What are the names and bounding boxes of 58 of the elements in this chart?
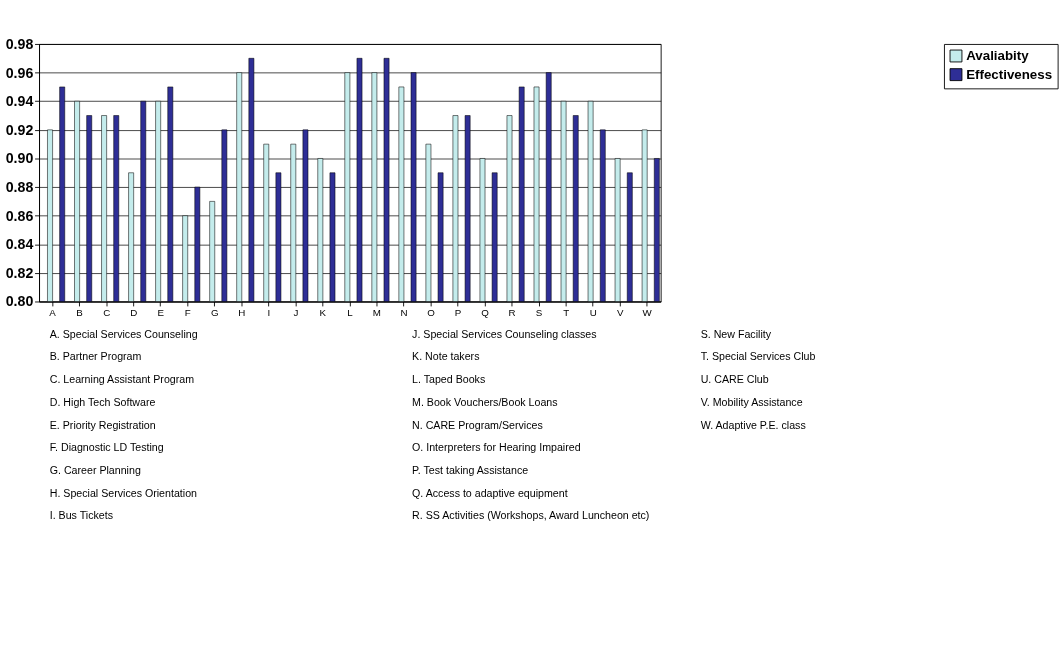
y-tick-label: 0.82: [5, 264, 34, 281]
text: B. Partner Program: [49, 350, 142, 363]
x-tick-label: U: [589, 307, 597, 319]
x-tick-label: W: [642, 307, 653, 319]
x-tick-label: P: [454, 307, 462, 319]
x-tick-label: S: [535, 307, 543, 319]
y-tick-label: 0.80: [5, 293, 34, 310]
text: A. Special Services Counseling: [49, 327, 198, 340]
x-tick-label: D: [130, 307, 138, 319]
text: U. CARE Club: [700, 373, 769, 386]
text: L. Taped Books: [412, 373, 486, 386]
x-tick-label: V: [616, 307, 624, 319]
x-tick-label: E: [157, 307, 165, 319]
text: F. Diagnostic LD Testing: [49, 441, 164, 454]
y-tick-label: 0.98: [5, 35, 34, 52]
y-tick-label: 0.86: [5, 207, 34, 224]
x-tick-label: K: [319, 307, 327, 319]
x-tick-label: T: [563, 307, 570, 319]
text: S. New Facility: [700, 327, 772, 340]
y-tick-label: 0.96: [5, 64, 34, 81]
x-tick-label: N: [400, 307, 408, 319]
x-tick-label: L: [347, 307, 354, 319]
text: V. Mobility Assistance: [700, 395, 803, 408]
x-tick-label: G: [210, 307, 219, 319]
y-tick-label: 0.90: [5, 150, 34, 167]
text: E. Priority Registration: [49, 418, 156, 431]
y-tick-label: 0.84: [5, 236, 34, 253]
text: M. Book Vouchers/Book Loans: [412, 395, 558, 408]
text: Q. Access to adaptive equipment: [412, 486, 568, 499]
x-tick-label: O: [427, 307, 436, 319]
y-tick-label: 0.92: [5, 121, 34, 138]
x-tick-label: R: [508, 307, 516, 319]
legend-label: Effectiveness: [966, 67, 1053, 83]
text: I. Bus Tickets: [49, 509, 114, 522]
text: W. Adaptive P.E. class: [700, 418, 806, 431]
text: R. SS Activities (Workshops, Award Luncheon etc): [412, 509, 650, 522]
text: C. Learning Assistant Program: [49, 373, 195, 386]
y-tick-label: 0.88: [5, 178, 34, 195]
text: J. Special Services Counseling classes: [412, 327, 597, 340]
y-tick-label: 0.94: [5, 93, 34, 110]
text: K. Note takers: [412, 350, 480, 363]
x-tick-label: I: [267, 307, 271, 319]
x-tick-label: J: [293, 307, 299, 319]
x-tick-label: M: [372, 307, 381, 319]
text: H. Special Services Orientation: [49, 486, 198, 499]
x-tick-label: H: [238, 307, 246, 319]
x-tick-label: Q: [481, 307, 490, 319]
text: D. High Tech Software: [49, 395, 156, 408]
x-tick-label: B: [76, 307, 83, 319]
x-tick-label: F: [184, 307, 191, 319]
x-tick-label: C: [103, 307, 111, 319]
x-tick-label: A: [49, 307, 57, 319]
text: G. Career Planning: [49, 463, 141, 476]
text: O. Interpreters for Hearing Impaired: [412, 441, 581, 454]
text: N. CARE Program/Services: [412, 418, 543, 431]
text: P. Test taking Assistance: [412, 463, 529, 476]
legend-label: Avaliabity: [966, 48, 1030, 64]
text: T. Special Services Club: [700, 350, 816, 363]
